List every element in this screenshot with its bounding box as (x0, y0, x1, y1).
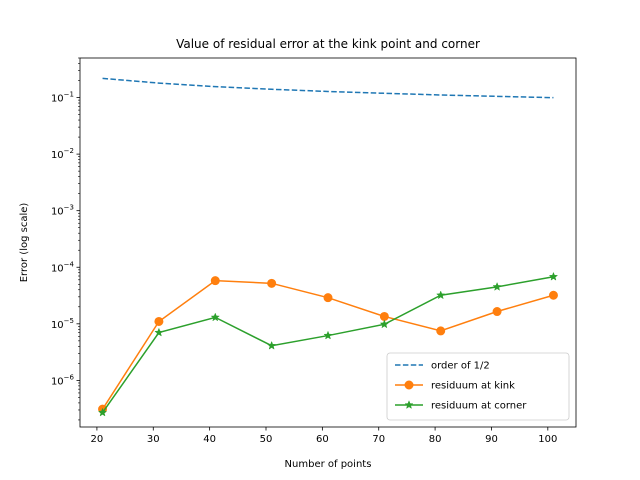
legend-label: residuum at kink (431, 381, 515, 392)
data-point (379, 311, 389, 321)
data-point (492, 307, 502, 317)
x-tick-label: 60 (316, 434, 329, 445)
y-tick-base: 10 (51, 150, 64, 161)
legend-box (386, 352, 570, 421)
y-tick-exponent: −2 (64, 147, 74, 155)
x-axis-ticks: 20 30 40 50 60 70 80 90 100 (91, 427, 557, 445)
data-point (154, 327, 164, 337)
data-point (323, 293, 333, 303)
plot-frame (79, 57, 577, 428)
x-tick-label: 90 (485, 434, 498, 445)
plot-area (79, 57, 577, 428)
legend-label: order of 1/2 (431, 361, 490, 372)
y-tick-label: 10−6 (51, 373, 75, 387)
y-tick-base: 10 (51, 263, 64, 274)
x-tick-label: 20 (91, 434, 104, 445)
y-axis-label: Error (log scale) (19, 203, 30, 283)
x-tick-label: 70 (372, 434, 385, 445)
y-tick-label: 10−2 (51, 147, 74, 161)
data-point (97, 407, 108, 417)
y-tick-exponent: −6 (64, 373, 75, 381)
data-point (323, 330, 333, 340)
data-point (379, 319, 390, 329)
chart-title: Value of residual error at the kink poin… (176, 37, 480, 51)
y-tick-label: 10−1 (51, 91, 74, 105)
legend-entry: order of 1/2 (395, 361, 490, 372)
x-tick-label: 30 (147, 434, 160, 445)
data-point (548, 271, 559, 281)
series-line (102, 77, 554, 99)
legend-marker (404, 400, 414, 409)
series-layer (97, 77, 559, 417)
y-tick-base: 10 (51, 376, 64, 387)
data-point (436, 290, 446, 300)
data-point (267, 278, 277, 288)
y-tick-exponent: −1 (64, 91, 74, 99)
x-tick-label: 100 (538, 434, 557, 445)
x-tick-label: 40 (203, 434, 216, 445)
y-tick-label: 10−3 (51, 204, 74, 218)
y-tick-base: 10 (51, 320, 64, 331)
y-tick-base: 10 (51, 207, 64, 218)
data-point (266, 340, 277, 350)
y-tick-exponent: −4 (64, 260, 75, 268)
x-tick-label: 80 (429, 434, 442, 445)
y-tick-exponent: −5 (64, 317, 74, 325)
series-3 (97, 271, 559, 417)
data-point (154, 316, 164, 326)
data-point (210, 312, 220, 322)
x-axis-label: Number of points (285, 459, 372, 470)
legend-entry: residuum at corner (395, 400, 527, 412)
series-1 (102, 77, 554, 99)
y-axis-ticks: 10−610−510−410−310−210−1 (51, 57, 80, 421)
y-tick-label: 10−4 (51, 260, 75, 274)
legend-label: residuum at corner (431, 401, 527, 412)
data-point (436, 326, 446, 336)
y-tick-base: 10 (51, 94, 64, 105)
x-tick-label: 50 (260, 434, 273, 445)
y-tick-label: 10−5 (51, 317, 74, 331)
data-point (210, 276, 220, 286)
y-tick-exponent: −3 (64, 204, 74, 212)
series-2 (98, 276, 558, 414)
legend: order of 1/2 residuum at kink residuum at … (386, 352, 570, 421)
legend-marker (404, 380, 414, 390)
data-point (548, 290, 558, 300)
data-point (492, 281, 502, 291)
legend-entry: residuum at kink (395, 380, 515, 392)
